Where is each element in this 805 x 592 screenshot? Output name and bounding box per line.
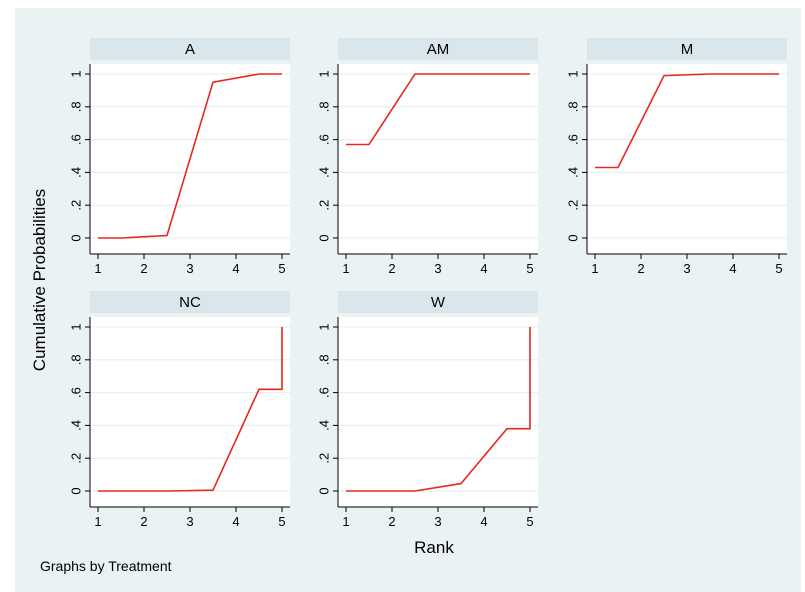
series-line-am: [346, 73, 530, 146]
y-tick-label-a: 0: [69, 234, 84, 241]
y-tick-label-am: .4: [317, 167, 332, 178]
x-tick-label-nc: 1: [94, 514, 101, 529]
x-axis-title: Rank: [414, 538, 454, 557]
x-tick-label-am: 4: [480, 261, 487, 276]
plot-area-am: [338, 64, 538, 254]
series-line-a: [98, 73, 282, 239]
y-tick-label-w: .8: [317, 354, 332, 365]
panel-header-am: [338, 38, 538, 60]
y-tick-label-w: .6: [317, 387, 332, 398]
y-tick-label-a: .8: [69, 101, 84, 112]
panel-title-a: A: [185, 41, 195, 58]
x-tick-label-w: 4: [480, 514, 487, 529]
y-tick-label-nc: .8: [69, 354, 84, 365]
y-tick-label-m: .8: [566, 101, 581, 112]
y-tick-label-nc: .4: [69, 420, 84, 431]
y-tick-label-m: 0: [566, 234, 581, 241]
plot-area-nc: [90, 317, 290, 507]
y-tick-label-am: .6: [317, 134, 332, 145]
x-tick-label-a: 3: [186, 261, 193, 276]
y-tick-label-am: .8: [317, 101, 332, 112]
x-tick-label-am: 1: [342, 261, 349, 276]
panel-header-w: [338, 291, 538, 313]
x-tick-label-w: 5: [526, 514, 533, 529]
x-tick-label-am: 3: [434, 261, 441, 276]
x-tick-label-m: 1: [591, 261, 598, 276]
x-tick-label-w: 2: [388, 514, 395, 529]
y-tick-label-am: .2: [317, 200, 332, 211]
x-tick-label-nc: 4: [232, 514, 239, 529]
x-tick-label-a: 4: [232, 261, 239, 276]
panel-header-a: [90, 38, 290, 60]
plot-area-w: [338, 317, 538, 507]
plot-area-m: [587, 64, 787, 254]
x-tick-label-am: 2: [388, 261, 395, 276]
y-tick-label-m: .6: [566, 134, 581, 145]
y-tick-label-a: 1: [69, 70, 84, 77]
x-tick-label-nc: 2: [140, 514, 147, 529]
y-tick-label-nc: 0: [69, 487, 84, 494]
y-tick-label-a: .6: [69, 134, 84, 145]
y-tick-label-w: 0: [317, 487, 332, 494]
y-tick-label-a: .2: [69, 200, 84, 211]
y-tick-label-nc: .6: [69, 387, 84, 398]
x-tick-label-w: 3: [434, 514, 441, 529]
y-tick-label-w: .4: [317, 420, 332, 431]
x-tick-label-m: 2: [637, 261, 644, 276]
x-tick-label-m: 5: [775, 261, 782, 276]
y-tick-label-a: .4: [69, 167, 84, 178]
x-tick-label-m: 3: [683, 261, 690, 276]
y-tick-label-am: 0: [317, 234, 332, 241]
panel-title-w: W: [431, 294, 446, 311]
panel-header-nc: [90, 291, 290, 313]
y-tick-label-m: 1: [566, 70, 581, 77]
y-tick-label-am: 1: [317, 70, 332, 77]
y-tick-label-nc: .2: [69, 453, 84, 464]
panel-title-m: M: [681, 41, 694, 58]
series-line-w: [346, 327, 531, 492]
y-tick-label-nc: 1: [69, 323, 84, 330]
x-tick-label-w: 1: [342, 514, 349, 529]
x-tick-label-nc: 5: [278, 514, 285, 529]
x-tick-label-a: 5: [278, 261, 285, 276]
series-line-nc: [98, 327, 283, 492]
x-tick-label-a: 2: [140, 261, 147, 276]
series-line-m: [595, 73, 779, 169]
panel-title-nc: NC: [179, 294, 201, 311]
x-tick-label-am: 5: [526, 261, 533, 276]
x-tick-label-nc: 3: [186, 514, 193, 529]
x-tick-label-a: 1: [94, 261, 101, 276]
y-tick-label-w: 1: [317, 323, 332, 330]
x-tick-label-m: 4: [729, 261, 736, 276]
y-tick-label-m: .2: [566, 200, 581, 211]
graphs-by-note: Graphs by Treatment: [40, 558, 172, 574]
y-tick-label-m: .4: [566, 167, 581, 178]
y-tick-label-w: .2: [317, 453, 332, 464]
panel-title-am: AM: [427, 41, 450, 58]
panel-header-m: [587, 38, 787, 60]
y-axis-title: Cumulative Probabilities: [30, 188, 49, 372]
